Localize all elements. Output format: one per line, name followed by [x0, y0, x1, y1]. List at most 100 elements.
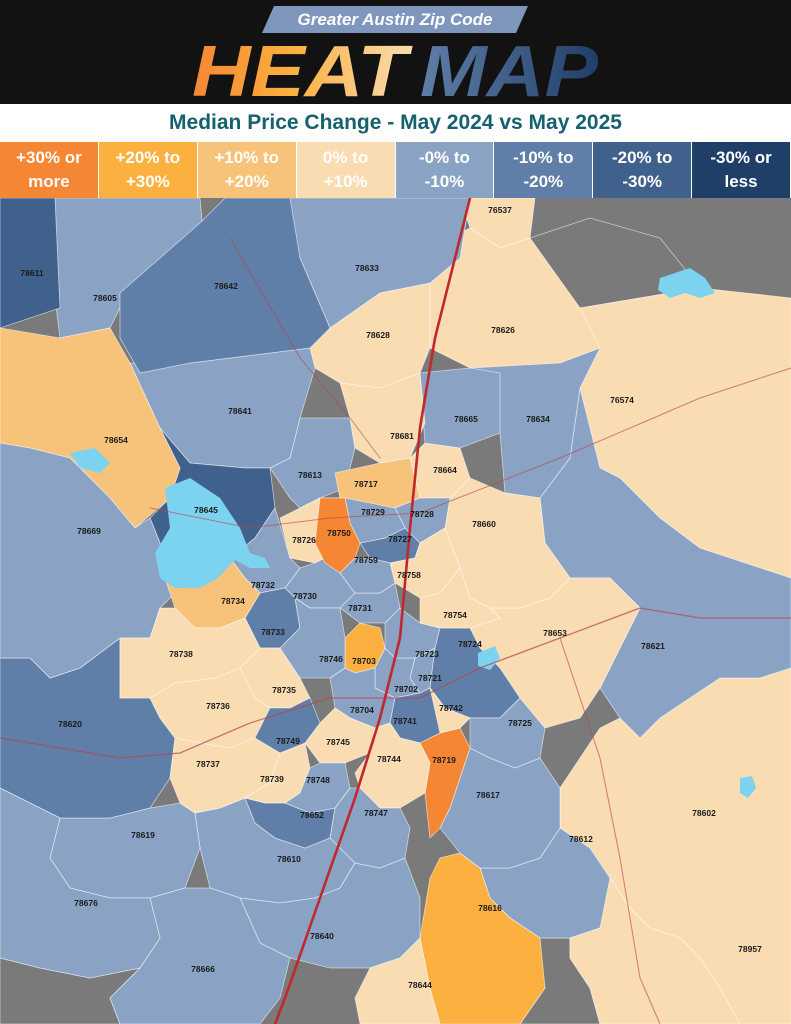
header: Greater Austin Zip Code HEAT MAP — [0, 0, 791, 104]
title-word-heat: HEAT — [192, 32, 414, 104]
zip-label: 78702 — [394, 684, 418, 694]
zip-label: 78628 — [366, 330, 390, 340]
legend-line1: +10% to — [214, 148, 280, 167]
legend-line2: -20% — [523, 172, 564, 191]
zip-label: 78745 — [326, 737, 350, 747]
legend-item: +20% to +30% — [98, 142, 198, 198]
zip-label: 78741 — [393, 716, 417, 726]
zip-label: 78739 — [260, 774, 284, 784]
zip-label: 78642 — [214, 281, 238, 291]
highway-i35 — [273, 198, 472, 1024]
zip-label: 78666 — [191, 964, 215, 974]
zip-label: 78634 — [526, 414, 550, 424]
zip-label: 78669 — [77, 526, 101, 536]
zip-heat-map: 76537 78611 78605 78642 78633 78628 78626 78641… — [0, 198, 791, 1024]
zip-label: 78619 — [131, 830, 155, 840]
legend-item: 0% to +10% — [296, 142, 396, 198]
zip-region-78759 — [339, 557, 396, 594]
legend-line2: +30% — [125, 172, 170, 191]
heat-map-title: HEAT MAP — [192, 32, 599, 104]
legend-line2: more — [28, 172, 70, 191]
zip-label: 78641 — [228, 406, 252, 416]
banner-text: Greater Austin Zip Code — [297, 10, 493, 29]
zip-label: 78626 — [491, 325, 515, 335]
legend-item: +30% or more — [0, 142, 99, 198]
legend-line2: +10% — [323, 172, 368, 191]
zip-region-78644 — [354, 937, 441, 1024]
zip-label: 78749 — [276, 736, 300, 746]
zip-label: 78681 — [390, 431, 414, 441]
zip-label: 78660 — [472, 519, 496, 529]
legend-line1: -30% or — [710, 148, 772, 167]
zip-label: 78738 — [169, 649, 193, 659]
road-183 — [229, 237, 381, 459]
zip-label: 78747 — [364, 808, 388, 818]
road-290-71 — [0, 607, 791, 759]
legend-line2: -10% — [424, 172, 465, 191]
zip-label: 78602 — [692, 808, 716, 818]
lake-travis — [155, 478, 270, 588]
zip-label: 78748 — [306, 775, 330, 785]
title-word-map: MAP — [420, 32, 599, 104]
zip-label: 78612 — [569, 834, 593, 844]
zip-label: 78620 — [58, 719, 82, 729]
zip-label: 78754 — [443, 610, 467, 620]
legend-label: +20% to +30% — [115, 146, 180, 194]
zip-label: 78746 — [319, 654, 343, 664]
zip-label: 78737 — [196, 759, 220, 769]
zip-label: 78957 — [738, 944, 762, 954]
zip-label: 78730 — [293, 591, 317, 601]
legend-line2: -30% — [622, 172, 663, 191]
zip-label: 78617 — [476, 790, 500, 800]
zip-region-78742 — [429, 687, 471, 734]
granger-lake — [658, 268, 715, 298]
lake-west — [70, 448, 110, 473]
zip-label: 78664 — [433, 465, 457, 475]
legend-line1: 0% to — [322, 148, 369, 167]
zip-label: 78733 — [261, 627, 285, 637]
zip-label: 78654 — [104, 435, 128, 445]
legend-item: -20% to -30% — [593, 142, 693, 198]
zip-label: 78719 — [432, 755, 456, 765]
walter-e-long-lake — [478, 646, 500, 670]
zip-region-78748 — [284, 762, 351, 814]
zip-label: 78723 — [415, 649, 439, 659]
legend-label: -20% to -30% — [612, 146, 672, 194]
zip-label: 78732 — [251, 580, 275, 590]
zip-label: 78676 — [74, 898, 98, 908]
zip-label: 78736 — [206, 701, 230, 711]
zip-label: 78735 — [272, 685, 296, 695]
zip-region-78640 — [239, 857, 421, 969]
zip-label: 78744 — [377, 754, 401, 764]
zip-label: 78644 — [408, 980, 432, 990]
zip-label: 78734 — [221, 596, 245, 606]
title-banner: Greater Austin Zip Code — [262, 6, 528, 33]
legend-label: +10% to +20% — [214, 146, 279, 194]
zip-label: 78724 — [458, 639, 482, 649]
zip-label: 78726 — [292, 535, 316, 545]
zip-label: 76537 — [488, 205, 512, 215]
zip-region-78611 — [0, 198, 61, 329]
legend-item: -0% to -10% — [395, 142, 495, 198]
zip-label: 78616 — [478, 903, 502, 913]
pond-east — [740, 776, 756, 798]
legend-line1: +20% to — [115, 148, 181, 167]
zip-region-78725 — [469, 697, 546, 769]
subtitle: Median Price Change - May 2024 vs May 20… — [169, 111, 622, 134]
zip-label: 78652 — [300, 810, 324, 820]
zip-region-78642 — [119, 198, 331, 374]
zip-label: 78645 — [194, 505, 218, 515]
zip-label: 78633 — [355, 263, 379, 273]
zip-label: 78758 — [397, 570, 421, 580]
zip-region-78749 — [254, 697, 321, 754]
legend-line2: less — [724, 172, 758, 191]
zip-label: 78759 — [354, 555, 378, 565]
zip-label: 78728 — [410, 509, 434, 519]
zip-label: 78703 — [352, 656, 376, 666]
zip-label: 76574 — [610, 395, 634, 405]
legend-line2: +20% — [224, 172, 269, 191]
zip-region-78957 — [569, 876, 741, 1024]
zip-region-78738 — [119, 607, 261, 699]
subtitle-bar: Median Price Change - May 2024 vs May 20… — [0, 104, 791, 142]
zip-label: 78727 — [388, 534, 412, 544]
